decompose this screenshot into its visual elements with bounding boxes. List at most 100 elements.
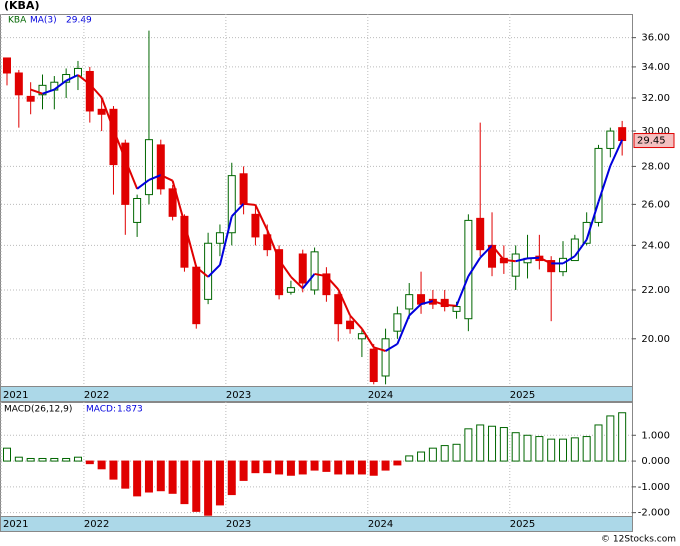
candle-body <box>204 242 213 300</box>
x-tick-label: 2023 <box>226 519 251 530</box>
macd-bar <box>227 460 236 496</box>
ma-segment <box>503 258 516 263</box>
candle-body <box>547 260 556 273</box>
ma-segment <box>467 257 482 277</box>
y-tick-label: 28.00 <box>641 161 670 172</box>
candle-body <box>38 84 47 96</box>
candle-body <box>346 320 355 330</box>
y-tick-label: -1.000 <box>638 482 670 493</box>
macd-bar <box>215 460 224 506</box>
watermark: © 12Stocks.com <box>601 535 676 545</box>
ma-segment <box>361 328 375 348</box>
macd-bar <box>488 425 497 462</box>
ma-segment <box>574 239 588 257</box>
macd-bar <box>476 424 485 462</box>
candle-body <box>263 234 272 251</box>
macd-bar <box>14 456 23 462</box>
macd-year-strip <box>0 516 633 532</box>
ma-segment <box>538 256 552 265</box>
ma-segment <box>385 343 398 352</box>
ma-segment <box>42 88 55 95</box>
ma-segment <box>183 222 198 268</box>
ma-segment <box>218 216 233 266</box>
ma-segment <box>562 255 576 265</box>
macd-bar <box>298 460 307 475</box>
ma-segment <box>77 74 91 86</box>
macd-bar <box>121 460 130 489</box>
ma-segment <box>100 97 115 130</box>
ma-segment <box>408 303 422 317</box>
candle-body <box>97 108 106 115</box>
ma-segment <box>349 314 363 330</box>
candle-body <box>239 173 248 205</box>
candle-body <box>464 219 473 320</box>
macd-bar <box>204 460 213 516</box>
candle-body <box>310 251 319 291</box>
macd-bar <box>440 445 449 462</box>
macd-bar <box>452 443 461 462</box>
ma-segment <box>53 79 67 91</box>
macd-bar <box>286 460 295 476</box>
x-tick-label: 2025 <box>510 390 535 401</box>
macd-bar <box>464 428 473 462</box>
macd-bar <box>192 460 201 512</box>
y-tick-label: 26.00 <box>641 199 670 210</box>
candle-body <box>144 139 153 196</box>
macd-bar <box>535 436 544 462</box>
ma-segment <box>171 180 186 224</box>
ma-segment <box>195 266 209 278</box>
ma-segment <box>30 88 43 95</box>
macd-bar <box>381 460 390 471</box>
macd-bar <box>168 460 177 494</box>
macd-bar <box>547 438 556 462</box>
candle-body <box>606 130 615 149</box>
ma-segment <box>89 83 103 99</box>
macd-bar <box>85 460 94 465</box>
price-year-strip <box>0 386 633 402</box>
candle-body <box>582 221 591 244</box>
macd-bar <box>322 460 331 472</box>
candle-body <box>322 273 331 296</box>
macd-bar <box>594 424 603 462</box>
ma-segment <box>290 276 304 290</box>
last-price-box <box>633 133 675 149</box>
ma-segment <box>124 159 139 190</box>
ma-segment <box>148 174 162 181</box>
x-tick-label: 2025 <box>510 519 535 530</box>
ma-segment <box>136 179 150 190</box>
macd-bar <box>73 456 82 462</box>
macd-legend: MACD: <box>86 405 116 415</box>
x-tick-label: 2021 <box>3 390 28 401</box>
x-tick-label: 2024 <box>368 390 393 401</box>
candle-body <box>511 253 520 277</box>
ma-segment <box>609 139 624 167</box>
ma-segment <box>491 244 505 261</box>
ma-segment <box>455 275 470 307</box>
macd-bar <box>570 437 579 462</box>
ma-segment <box>373 346 386 352</box>
macd-legend-value: 1.873 <box>117 405 143 415</box>
candle-body <box>452 306 461 312</box>
candle-body <box>393 313 402 332</box>
macd-bar <box>606 415 615 462</box>
ma-segment <box>597 165 612 203</box>
candle-body <box>559 257 568 273</box>
ma-segment <box>254 204 269 231</box>
legend-ticker: KBA <box>8 16 27 26</box>
macd-bar <box>346 460 355 475</box>
macd-bar <box>417 451 426 462</box>
candle-body <box>85 70 94 112</box>
candle-body <box>594 147 603 223</box>
ma-segment <box>278 259 292 278</box>
candle-body <box>334 294 343 325</box>
ma-segment <box>432 300 446 306</box>
y-tick-label: 36.00 <box>641 33 670 44</box>
candle-body <box>369 348 378 383</box>
ma-segment <box>325 275 339 290</box>
candle-body <box>286 287 295 293</box>
ma-segment <box>65 74 79 82</box>
macd-bar <box>369 460 378 476</box>
macd-bar <box>156 460 165 492</box>
x-tick-label: 2024 <box>368 519 393 530</box>
